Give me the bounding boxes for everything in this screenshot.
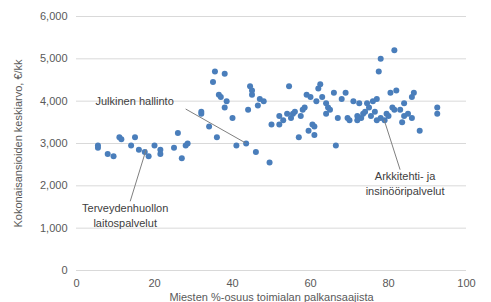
- svg-text:5,000: 5,000: [40, 52, 68, 64]
- svg-text:Terveydenhuollonlaitospalvelut: Terveydenhuollonlaitospalvelut: [82, 202, 168, 229]
- svg-text:0: 0: [73, 277, 79, 289]
- svg-text:2,000: 2,000: [40, 179, 68, 191]
- svg-text:1,000: 1,000: [40, 222, 68, 234]
- svg-text:60: 60: [304, 277, 316, 289]
- svg-text:80: 80: [382, 277, 394, 289]
- svg-text:Julkinen hallinto: Julkinen hallinto: [96, 95, 174, 107]
- svg-text:4,000: 4,000: [40, 95, 68, 107]
- svg-text:6,000: 6,000: [40, 10, 68, 22]
- svg-text:Kokonaisansioiden keskiarvo, €: Kokonaisansioiden keskiarvo, €/kk: [12, 59, 24, 228]
- svg-text:100: 100: [457, 277, 475, 289]
- svg-text:40: 40: [226, 277, 238, 289]
- svg-text:0: 0: [61, 264, 67, 276]
- svg-text:20: 20: [148, 277, 160, 289]
- svg-text:Miesten %-osuus toimialan palk: Miesten %-osuus toimialan palkansaajista: [169, 291, 374, 302]
- svg-text:Arkkitehti- jainsinööripalvelu: Arkkitehti- jainsinööripalvelut: [366, 170, 445, 197]
- svg-text:3,000: 3,000: [40, 137, 68, 149]
